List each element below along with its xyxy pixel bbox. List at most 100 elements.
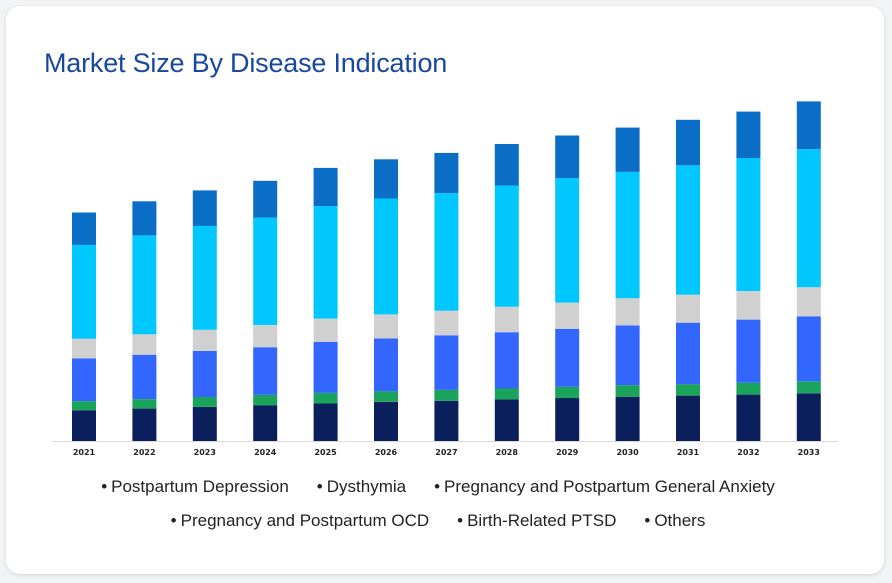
bar-segment-2032-series-5 xyxy=(736,111,761,158)
bar-segment-2033-series-0 xyxy=(796,393,821,441)
legend-label: Postpartum Depression xyxy=(111,477,289,496)
x-tick-label: 2027 xyxy=(435,448,457,457)
bar-segment-2025-series-1 xyxy=(313,392,338,404)
bar-segment-2021-series-3 xyxy=(72,338,96,359)
bar-segment-2029-series-3 xyxy=(555,302,580,329)
bar-segment-2026-series-1 xyxy=(374,391,398,402)
bar-segment-2031-series-3 xyxy=(676,294,700,323)
bar-segment-2024-series-2 xyxy=(253,347,278,395)
legend-label: Birth-Related PTSD xyxy=(467,511,617,530)
bar-segment-2024-series-3 xyxy=(253,325,278,348)
bar-segment-2028-series-1 xyxy=(494,388,519,400)
bar-segment-2030-series-0 xyxy=(615,396,640,441)
bar-segment-2023-series-0 xyxy=(192,406,217,441)
bar-segment-2027-series-3 xyxy=(434,310,459,336)
bar-segment-2030-series-2 xyxy=(615,325,640,386)
legend-item: • Dysthymia xyxy=(317,470,406,504)
bar-segment-2026-series-3 xyxy=(374,314,398,339)
bar-segment-2021-series-5 xyxy=(72,212,96,245)
x-tick-label: 2033 xyxy=(798,448,820,457)
x-tick-label: 2026 xyxy=(375,448,398,457)
bar-segment-2021-series-4 xyxy=(72,244,96,339)
bar-segment-2023-series-1 xyxy=(192,397,217,407)
legend-item: • Pregnancy and Postpartum OCD xyxy=(171,504,429,538)
bar-segment-2029-series-5 xyxy=(555,135,580,179)
bar-segment-2032-series-2 xyxy=(736,319,761,383)
bar-segment-2031-series-4 xyxy=(676,165,700,295)
bar-segment-2026-series-4 xyxy=(374,198,398,315)
legend-item: • Pregnancy and Postpartum General Anxiet… xyxy=(434,470,775,504)
bar-segment-2026-series-0 xyxy=(374,401,398,441)
bar-segment-2028-series-5 xyxy=(494,144,519,186)
bar-segment-2030-series-1 xyxy=(615,385,640,397)
bar-segment-2021-series-1 xyxy=(72,401,96,411)
bar-segment-2033-series-4 xyxy=(796,149,821,288)
bar-segment-2033-series-2 xyxy=(796,316,821,382)
x-tick-label: 2029 xyxy=(556,448,579,457)
bar-segment-2029-series-0 xyxy=(555,398,580,441)
x-tick-label: 2028 xyxy=(496,448,519,457)
chart-title: Market Size By Disease Indication xyxy=(44,48,448,78)
bar-segment-2028-series-0 xyxy=(494,399,519,441)
bar-segment-2027-series-1 xyxy=(434,389,459,401)
legend-bullet-icon: • xyxy=(457,511,464,530)
bar-segment-2022-series-3 xyxy=(132,334,157,355)
bar-segment-2027-series-0 xyxy=(434,400,459,441)
bar-segment-2029-series-2 xyxy=(555,328,580,387)
bar-segment-2030-series-5 xyxy=(615,127,640,172)
bar-segment-2032-series-1 xyxy=(736,382,761,395)
x-tick-label: 2022 xyxy=(133,448,155,457)
x-tick-label: 2024 xyxy=(254,448,277,457)
bar-segment-2032-series-3 xyxy=(736,291,761,320)
legend-item: • Birth-Related PTSD xyxy=(457,504,616,538)
legend-label: Pregnancy and Postpartum General Anxiety xyxy=(444,477,775,496)
bar-segment-2021-series-2 xyxy=(72,358,96,402)
bar-segment-2027-series-5 xyxy=(434,152,459,194)
bar-segment-2030-series-3 xyxy=(615,298,640,326)
legend-bullet-icon: • xyxy=(644,511,651,530)
legend-bullet-icon: • xyxy=(170,511,177,530)
bar-segment-2023-series-4 xyxy=(192,225,217,330)
bar-segment-2025-series-5 xyxy=(313,167,338,207)
bar-segment-2022-series-4 xyxy=(132,235,157,335)
legend-bullet-icon: • xyxy=(434,477,441,496)
bar-segment-2026-series-2 xyxy=(374,338,398,392)
chart-legend: • Postpartum Depression • Dysthymia • Pregnan… xyxy=(38,470,838,538)
bar-segment-2022-series-1 xyxy=(132,399,157,409)
bar-segment-2025-series-2 xyxy=(313,341,338,393)
bar-segment-2033-series-5 xyxy=(796,101,821,150)
bar-segment-2023-series-5 xyxy=(192,190,217,226)
bar-segment-2031-series-1 xyxy=(676,384,700,396)
bar-segment-2021-series-0 xyxy=(72,410,96,441)
bar-segment-2028-series-3 xyxy=(494,306,519,333)
x-tick-label: 2025 xyxy=(314,448,337,457)
bar-segment-2033-series-1 xyxy=(796,381,821,394)
x-tick-label: 2032 xyxy=(737,448,759,457)
bar-segment-2033-series-3 xyxy=(796,287,821,317)
bar-segment-2032-series-4 xyxy=(736,158,761,291)
bar-segment-2031-series-2 xyxy=(676,322,700,385)
bar-segment-2026-series-5 xyxy=(374,159,398,199)
bar-segment-2028-series-4 xyxy=(494,185,519,307)
x-tick-label: 2030 xyxy=(616,448,639,457)
legend-item: • Others xyxy=(644,504,705,538)
bar-segment-2022-series-2 xyxy=(132,354,157,399)
legend-bullet-icon: • xyxy=(316,477,323,496)
bar-segment-2025-series-3 xyxy=(313,318,338,342)
bar-segment-2022-series-0 xyxy=(132,408,157,441)
bar-segment-2031-series-5 xyxy=(676,119,700,166)
x-tick-label: 2021 xyxy=(73,448,96,457)
legend-label: Pregnancy and Postpartum OCD xyxy=(180,511,430,530)
bar-segment-2022-series-5 xyxy=(132,201,157,236)
bar-segment-2030-series-4 xyxy=(615,172,640,299)
bar-segment-2025-series-0 xyxy=(313,403,338,441)
x-tick-label: 2031 xyxy=(677,448,700,457)
x-tick-label: 2023 xyxy=(194,448,216,457)
bar-segment-2032-series-0 xyxy=(736,394,761,441)
bar-segment-2028-series-2 xyxy=(494,332,519,389)
legend-bullet-icon: • xyxy=(101,477,108,496)
bar-segment-2027-series-2 xyxy=(434,335,459,390)
bar-segment-2024-series-4 xyxy=(253,217,278,325)
legend-label: Dysthymia xyxy=(326,477,407,496)
